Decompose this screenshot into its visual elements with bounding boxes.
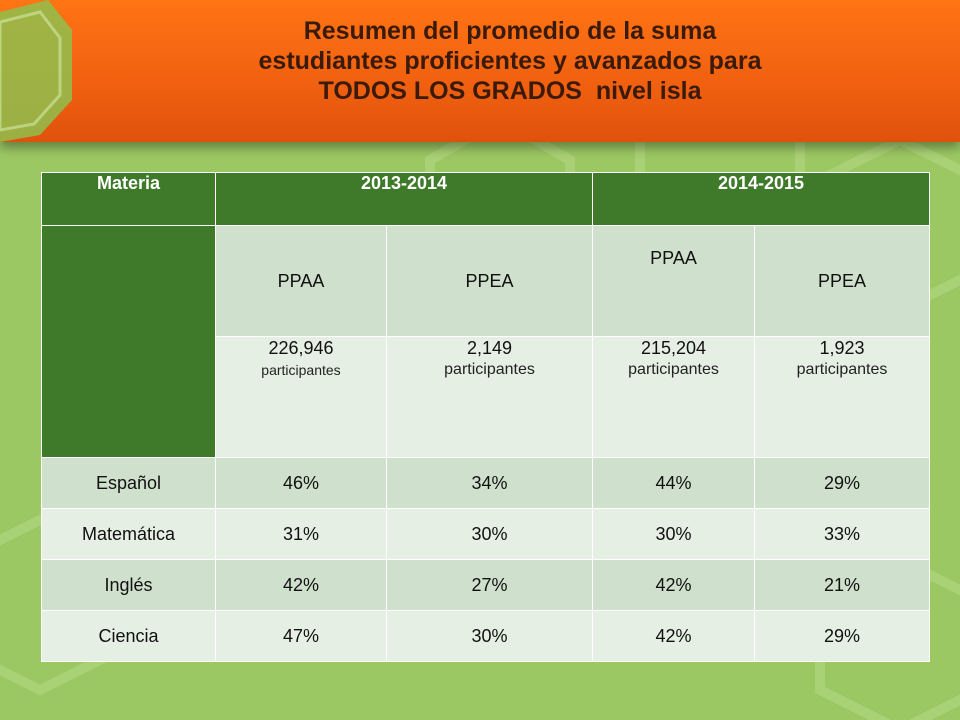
- materia-header-filler: [41, 225, 216, 458]
- subject-cell: Ciencia: [41, 610, 216, 662]
- table-row: Ciencia 47% 30% 42% 29%: [41, 610, 930, 662]
- subheader-ppea-2014: PPEA: [754, 225, 930, 337]
- participants-cell: 1,923 participantes: [754, 336, 930, 458]
- value-cell: 47%: [215, 610, 387, 662]
- participants-cell: 215,204 participantes: [592, 336, 755, 458]
- summary-table-container: Materia 2013-2014 2014-2015 PPAA PPEA PP…: [41, 172, 930, 662]
- summary-table: Materia 2013-2014 2014-2015 PPAA PPEA PP…: [41, 172, 930, 662]
- value-cell: 42%: [215, 559, 387, 611]
- participants-cell: 226,946 participantes: [215, 336, 387, 458]
- value-cell: 31%: [215, 508, 387, 560]
- participants-count: 226,946: [268, 338, 334, 358]
- header-materia: Materia: [41, 172, 216, 226]
- subject-cell: Inglés: [41, 559, 216, 611]
- participants-count: 1,923: [819, 338, 865, 358]
- value-cell: 29%: [754, 610, 930, 662]
- participants-label: participantes: [628, 361, 719, 378]
- title-line-3: TODOS LOS GRADOS nivel isla: [318, 77, 702, 105]
- participants-label: participantes: [444, 361, 535, 378]
- header-year-2014-2015: 2014-2015: [592, 172, 930, 226]
- value-cell: 29%: [754, 457, 930, 509]
- participants-label: participantes: [796, 361, 888, 378]
- participants-cell: 2,149 participantes: [386, 336, 593, 458]
- value-cell: 44%: [592, 457, 755, 509]
- page-title: Resumen del promedio de la suma estudian…: [140, 16, 880, 106]
- value-cell: 27%: [386, 559, 593, 611]
- subject-cell: Matemática: [41, 508, 216, 560]
- value-cell: 21%: [754, 559, 930, 611]
- participants-count: 215,204: [640, 338, 707, 358]
- hexagon-decoration-icon: [0, 0, 72, 142]
- value-cell: 30%: [592, 508, 755, 560]
- participants-label: participantes: [261, 362, 341, 378]
- subheader-ppaa-2013: PPAA: [215, 225, 387, 337]
- header-year-2013-2014: 2013-2014: [215, 172, 593, 226]
- value-cell: 46%: [215, 457, 387, 509]
- title-line-2: estudiantes proficientes y avanzados par…: [258, 47, 762, 75]
- table-row: Matemática 31% 30% 30% 33%: [41, 508, 930, 560]
- value-cell: 30%: [386, 610, 593, 662]
- header-row: Materia 2013-2014 2014-2015: [41, 172, 930, 226]
- value-cell: 42%: [592, 610, 755, 662]
- table-row: Español 46% 34% 44% 29%: [41, 457, 930, 509]
- value-cell: 34%: [386, 457, 593, 509]
- subheader-ppaa-2014: PPAA: [592, 225, 755, 337]
- subject-cell: Español: [41, 457, 216, 509]
- value-cell: 30%: [386, 508, 593, 560]
- title-banner: Resumen del promedio de la suma estudian…: [0, 0, 960, 142]
- subheader-ppea-2013: PPEA: [386, 225, 593, 337]
- participants-row: 226,946 participantes 2,149 participante…: [42, 336, 930, 458]
- participants-count: 2,149: [466, 338, 513, 358]
- subheader-row: PPAA PPEA PPAA PPEA: [41, 225, 930, 458]
- value-cell: 33%: [754, 508, 930, 560]
- value-cell: 42%: [592, 559, 755, 611]
- title-line-1: Resumen del promedio de la suma: [303, 17, 717, 45]
- table-row: Inglés 42% 27% 42% 21%: [41, 559, 930, 611]
